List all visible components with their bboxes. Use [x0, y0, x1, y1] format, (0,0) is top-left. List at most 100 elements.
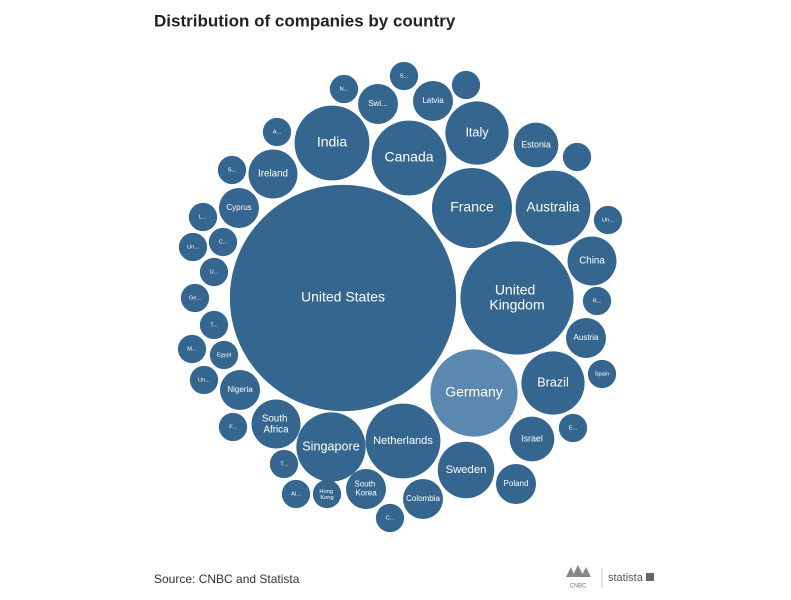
- bubble-label: C...: [386, 516, 395, 522]
- bubble-label: China: [579, 256, 605, 267]
- bubble-label: F...: [229, 425, 237, 431]
- bubble-label: M...: [187, 347, 197, 353]
- bubble: [403, 479, 443, 519]
- bubble-label: Sweden: [446, 464, 487, 476]
- bubble-label: Spain: [595, 372, 610, 378]
- bubble: [251, 399, 301, 449]
- bubble: [587, 359, 617, 389]
- bubble-label: Un...: [198, 378, 210, 384]
- bubble: [269, 449, 299, 479]
- bubble: [358, 84, 398, 124]
- bubble: [262, 117, 292, 147]
- bubble: [189, 365, 219, 395]
- bubble: [229, 184, 457, 412]
- bubble-label: Australia: [527, 200, 580, 215]
- bubble-label: Hong Kong: [319, 488, 334, 500]
- bubble: [281, 479, 311, 509]
- bubble-label: United Kingdom: [489, 281, 544, 312]
- bubble: [437, 441, 495, 499]
- bubble-label: Colombia: [406, 494, 440, 503]
- bubble-label: Singapore: [302, 439, 359, 453]
- bubble: [188, 202, 218, 232]
- bubble-label: Netherlands: [373, 435, 433, 447]
- bubble: [432, 168, 512, 248]
- bubble: [218, 412, 248, 442]
- bubble-label: Egypt: [217, 353, 232, 359]
- bubble: [460, 241, 574, 355]
- bubble: [445, 101, 509, 165]
- bubble: [180, 283, 210, 313]
- statista-logo: statista: [608, 572, 644, 584]
- bubble: [389, 61, 419, 91]
- bubble-label: France: [450, 199, 494, 215]
- bubble-label: Canada: [384, 149, 433, 165]
- bubble-label: Italy: [465, 125, 489, 139]
- bubble-label: N...: [340, 87, 349, 93]
- bubble: [199, 257, 229, 287]
- bubble-label: A...: [273, 130, 282, 136]
- bubble-label: Latvia: [422, 96, 444, 105]
- bubble: [582, 286, 612, 316]
- bubble-label: C...: [219, 240, 228, 246]
- bubble: [346, 469, 386, 509]
- bubble-label: South Korea: [354, 480, 377, 498]
- bubble: [296, 412, 366, 482]
- bubble-label: S...: [228, 168, 237, 174]
- bubble: [521, 351, 585, 415]
- bubble-label: Al...: [291, 492, 301, 498]
- bubble-label: S...: [400, 74, 409, 80]
- bubble-label: Nigeria: [227, 385, 253, 394]
- bubble-label: L...: [199, 215, 207, 221]
- bubble-label: R...: [593, 299, 602, 305]
- bubble-label: Un...: [602, 218, 614, 224]
- bubble-label: E...: [569, 426, 578, 432]
- bubble: [312, 479, 342, 509]
- bubble-label: Germany: [445, 384, 503, 400]
- bubble: [567, 236, 617, 286]
- bubble-label: Poland: [504, 479, 529, 488]
- bubble: [365, 403, 441, 479]
- bubble-label: Ireland: [258, 169, 288, 180]
- bubble: [496, 464, 536, 504]
- bubble-label: Austria: [574, 333, 599, 342]
- bubble: [513, 122, 559, 168]
- bubble: [217, 155, 247, 185]
- bubble: [566, 318, 606, 358]
- source: Source: CNBC and Statista: [154, 572, 300, 586]
- bubble-label: Swi...: [368, 99, 388, 108]
- bubble: [209, 340, 239, 370]
- bubble-label: Israel: [521, 433, 543, 443]
- cnbc-text: CNBC: [569, 584, 587, 590]
- bubble: [430, 349, 518, 437]
- bubble: [509, 416, 555, 462]
- bubble-label: U...: [210, 270, 219, 276]
- bubble: [515, 170, 591, 246]
- bubble: [562, 142, 592, 172]
- bubble-label: Estonia: [521, 139, 551, 149]
- bubble-label: India: [317, 134, 348, 150]
- bubble-label: T...: [280, 462, 288, 468]
- bubble: [413, 81, 453, 121]
- bubble-label: Brazil: [537, 375, 569, 389]
- bubble: [219, 188, 259, 228]
- bubble-label: Un...: [187, 245, 199, 251]
- bubble: [178, 232, 208, 262]
- bubble-label: Ge...: [189, 296, 202, 302]
- bubble: [177, 334, 207, 364]
- bubble: [248, 149, 298, 199]
- bubble: [375, 503, 405, 533]
- bubble-label: T...: [210, 323, 218, 329]
- bubble: [558, 413, 588, 443]
- bubble-label: Cyprus: [226, 203, 251, 212]
- bubble: [371, 120, 447, 196]
- bubble: [451, 70, 481, 100]
- bubble: [199, 310, 229, 340]
- bubble: [208, 227, 238, 257]
- bubble: [593, 205, 623, 235]
- statista-icon: [646, 573, 654, 581]
- bubble: [220, 370, 260, 410]
- cnbc-logo: CNBC: [566, 565, 591, 590]
- bubble-label: South Africa: [262, 413, 290, 435]
- bubble: [294, 105, 370, 181]
